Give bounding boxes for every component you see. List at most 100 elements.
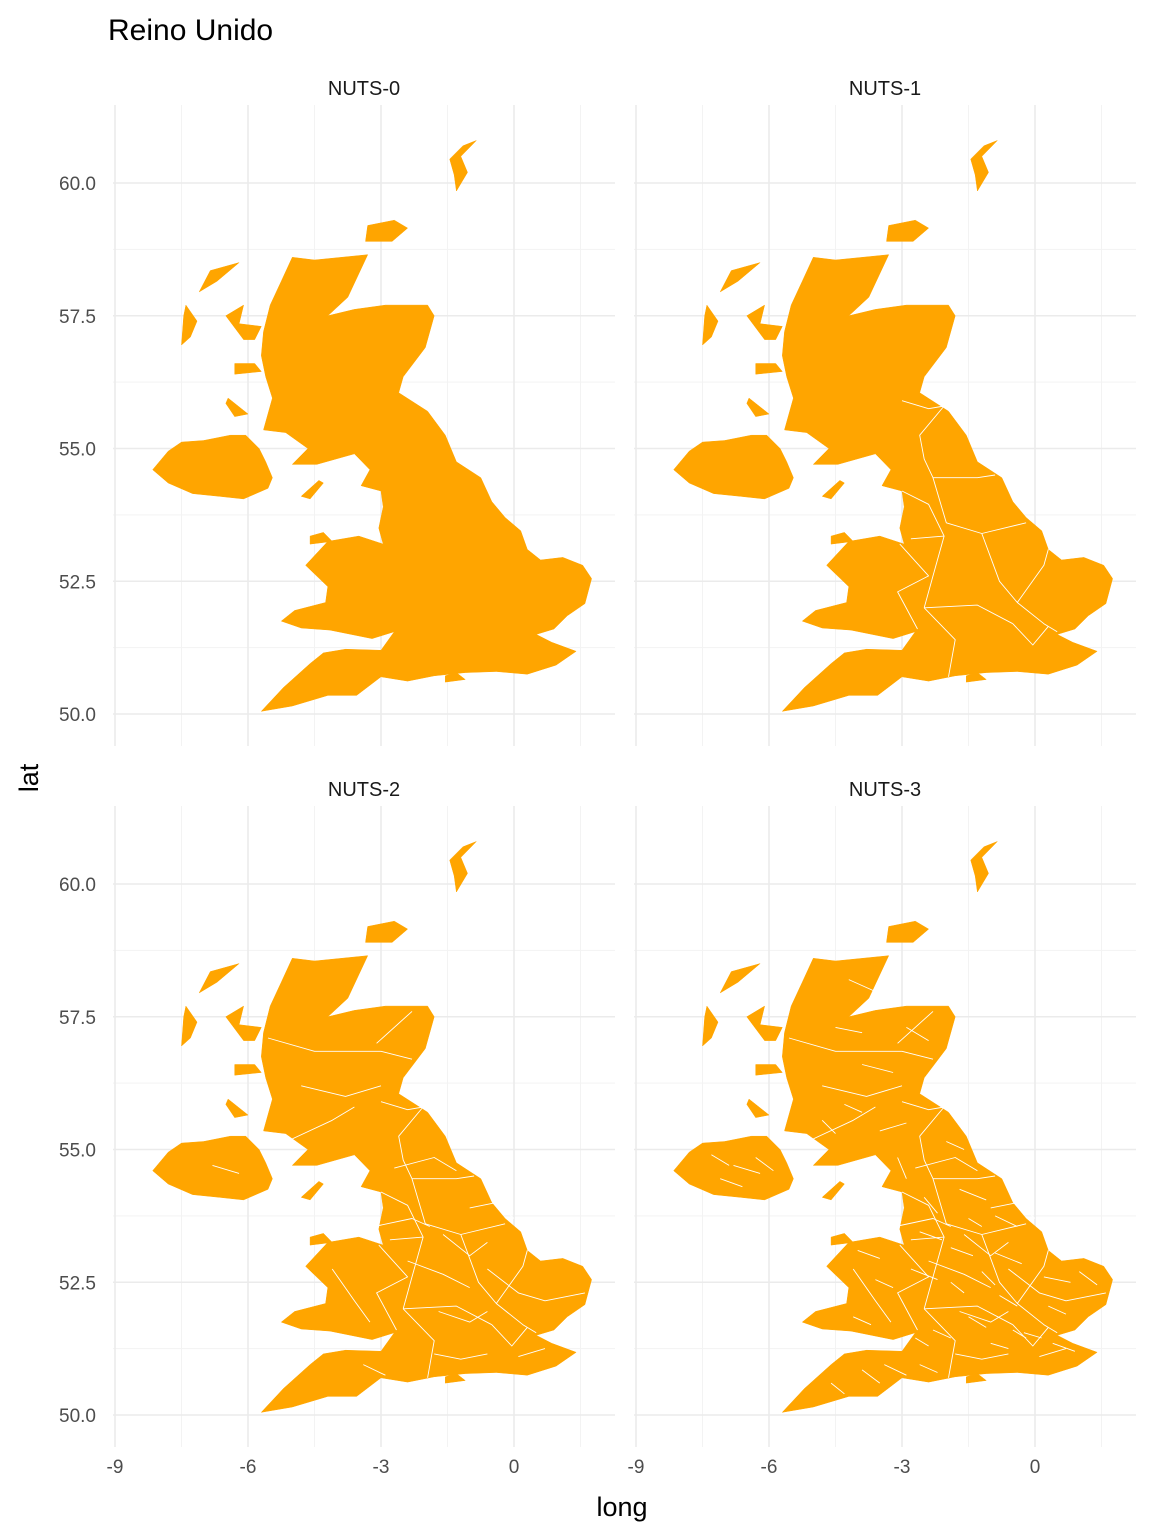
island-region [830,532,854,545]
panel-nuts-3: NUTS-3 -9 -6 -3 0 [628,779,1136,1478]
region-boundary [402,1236,424,1309]
x-axis-title: long [596,1492,647,1522]
y-tick-label: 60.0 [59,875,96,896]
region-boundary [518,1348,546,1358]
region-boundary [1079,1271,1098,1286]
region-boundary [959,1311,1009,1323]
y-tick-label: 52.5 [59,1273,96,1294]
region-boundary [968,1218,983,1227]
island-region [797,1112,807,1126]
island-region [198,262,240,293]
island-region [365,219,408,242]
island-region [276,411,286,425]
island-region [719,262,761,293]
northern-ireland-region [673,434,794,500]
region-boundary [950,1281,965,1294]
region-boundary [999,1295,1018,1307]
nuts-boundaries [711,979,1106,1395]
region-boundary [1052,1342,1076,1352]
region-boundary [844,1103,863,1113]
region-boundary [981,1271,996,1286]
region-boundary [919,1106,996,1180]
region-boundary [496,1303,537,1334]
region-boundary [852,1268,892,1323]
island-region [445,1373,466,1384]
region-boundary [1023,1332,1042,1339]
island-region [966,672,987,683]
region-boundary [374,1218,430,1227]
great-britain-region [261,955,592,1413]
island-region [225,304,262,340]
region-boundary [897,1011,934,1044]
region-boundary [376,1011,413,1044]
region-boundary [923,607,956,677]
great-britain-region [782,254,1113,712]
region-boundary [923,535,945,608]
island-region [886,219,929,242]
island-region [365,920,408,943]
region-boundary [861,1369,881,1384]
island-region [309,532,333,545]
region-boundary [1039,1348,1067,1358]
island-region [755,1064,783,1076]
region-boundary [1012,1324,1049,1347]
region-boundary [720,1178,743,1188]
region-boundary [901,400,945,410]
region-boundary [919,1364,938,1373]
region-boundary [884,1364,907,1376]
region-boundary [968,1316,987,1328]
region-boundary [853,1316,872,1326]
northern-ireland-region [673,1135,794,1201]
panel-strip-label: NUTS-1 [849,78,921,100]
island-region [276,1112,286,1126]
region-boundary [897,543,930,630]
island-region [198,963,240,994]
island-region [970,140,998,192]
region-boundary [932,1329,951,1339]
region-boundary [407,1260,470,1289]
region-boundary [923,1236,945,1309]
region-boundary [897,1157,907,1179]
map-regions [152,140,592,712]
island-region [970,841,998,893]
region-boundary [394,1157,457,1172]
island-region [225,1098,249,1118]
region-boundary [755,1157,774,1172]
region-boundary [923,1308,956,1378]
region-boundary [924,604,1014,625]
region-boundary [813,1106,876,1140]
island-region [234,363,262,375]
island-region [225,1005,262,1041]
great-britain-region [261,254,592,712]
region-boundary [438,1311,488,1323]
region-boundary [363,1364,386,1376]
map-regions [673,841,1113,1413]
region-boundary [994,1252,1022,1265]
island-region [830,1233,854,1246]
region-boundary [442,1234,488,1257]
region-boundary [1008,1268,1106,1302]
region-boundary [835,1026,863,1034]
plot-title: Reino Unido [108,14,273,47]
region-boundary [711,1154,730,1166]
region-boundary [822,1085,903,1097]
region-boundary [1043,1276,1071,1283]
great-britain-region [782,955,1113,1413]
island-region [234,1064,262,1076]
region-boundary [331,1268,371,1323]
island-region [449,841,477,893]
region-boundary [1017,602,1058,633]
region-boundary [963,1234,1009,1257]
region-boundary [901,1191,945,1241]
region-boundary [1012,623,1049,646]
region-boundary [212,1164,240,1174]
region-boundary [955,1353,1009,1360]
region-boundary [924,1305,1014,1326]
region-boundary [932,477,1027,534]
panel-strip-label: NUTS-3 [849,779,921,801]
region-boundary [879,1122,907,1132]
region-boundary [875,1279,894,1289]
nuts-boundaries [212,1011,585,1378]
island-region [181,304,198,346]
island-region [181,1005,198,1047]
